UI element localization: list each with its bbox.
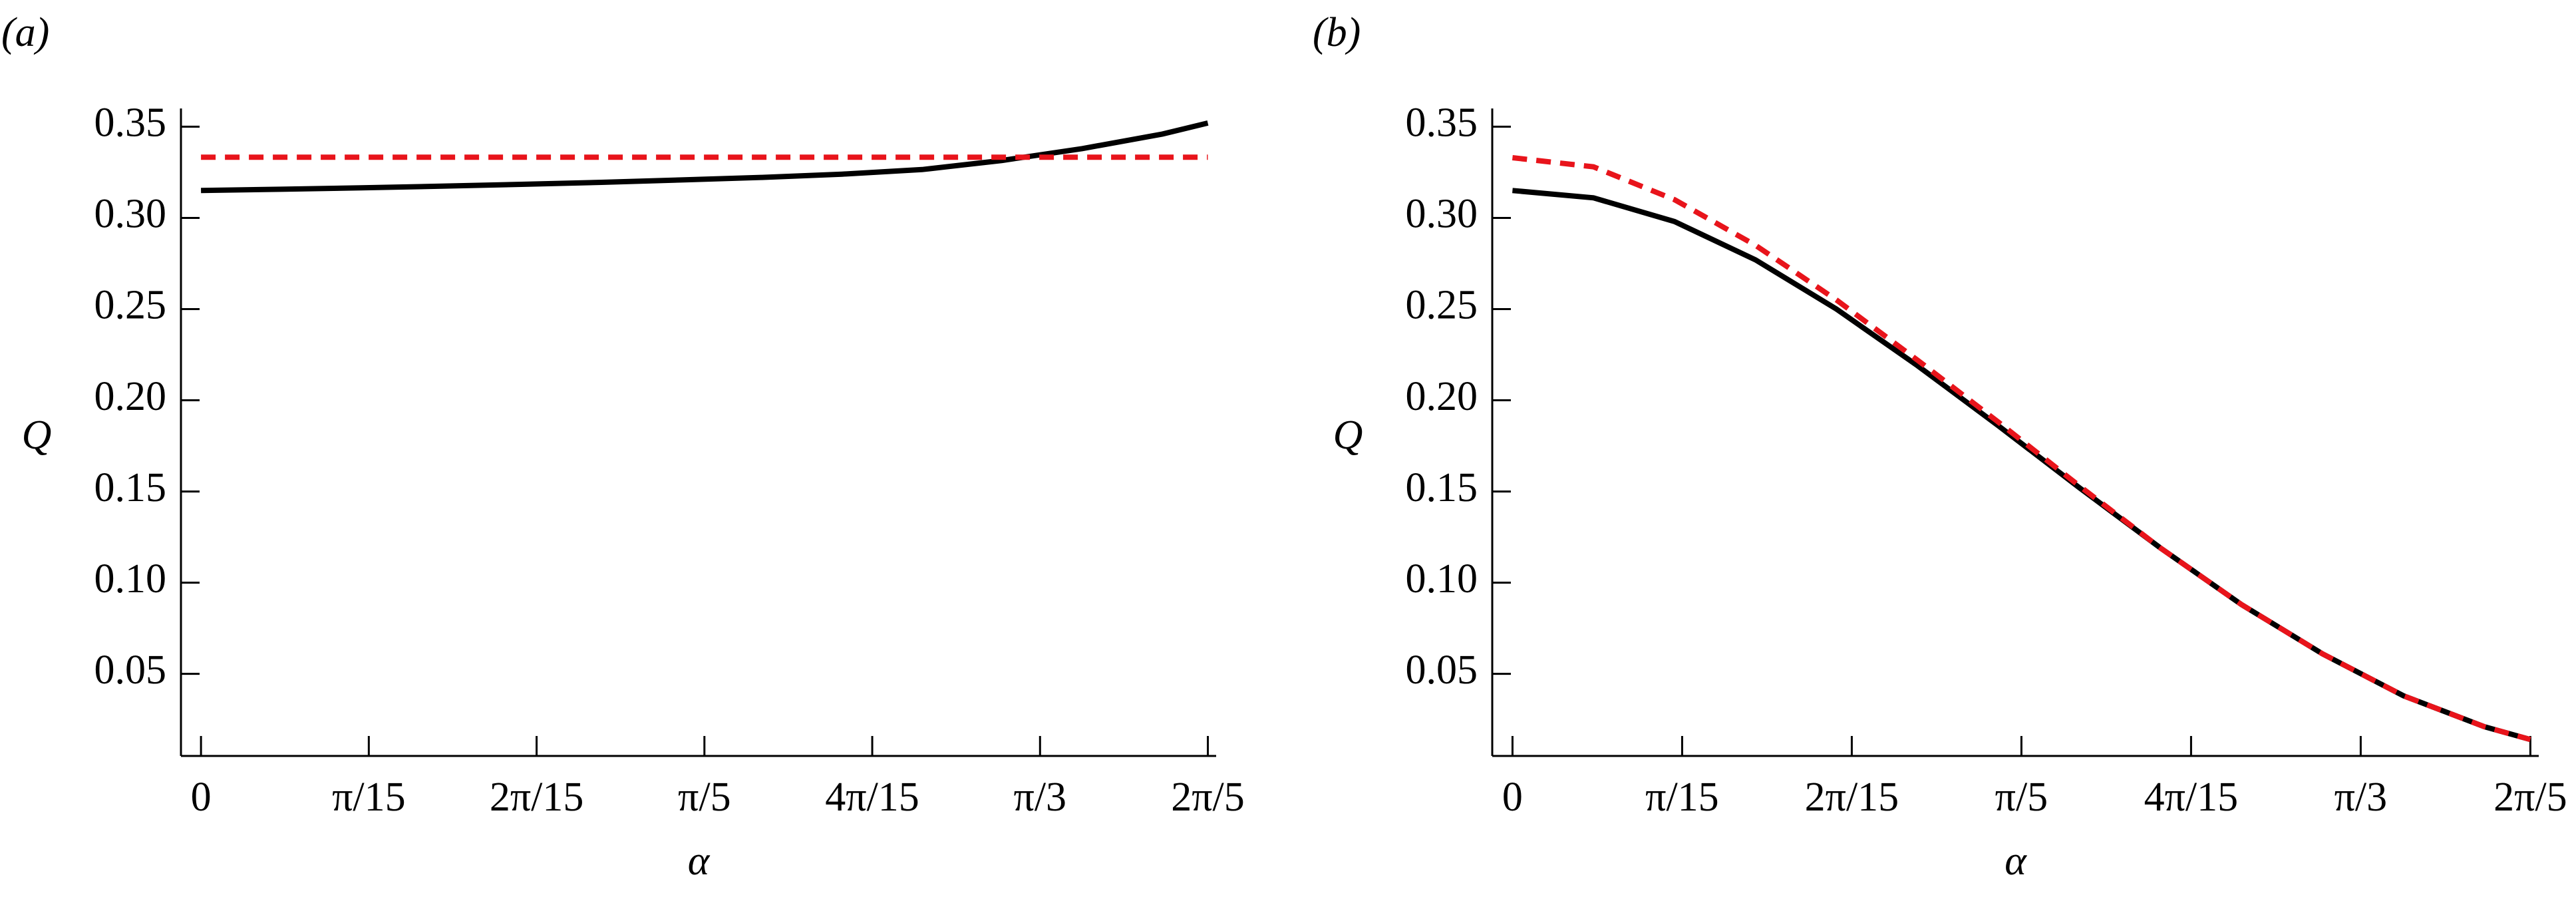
y-tick-label: 0.05	[94, 647, 167, 693]
y-tick-label: 0.10	[94, 556, 167, 602]
x-axis-label: α	[2005, 838, 2027, 884]
y-tick-label: 0.05	[1406, 647, 1478, 693]
x-tick-label: 2π/5	[2494, 775, 2567, 820]
x-tick-label: π/15	[332, 775, 406, 820]
y-tick-label: 0.25	[1406, 283, 1478, 328]
x-tick-label: π/3	[1014, 775, 1067, 820]
x-tick-label: 2π/15	[1805, 775, 1899, 820]
y-tick-label: 0.35	[1406, 100, 1478, 146]
x-tick-label: 0	[191, 775, 212, 820]
x-tick-label: 4π/15	[2144, 775, 2239, 820]
series-line	[201, 120, 1209, 194]
y-axis-label: Q	[22, 413, 52, 458]
x-axis-label: α	[688, 838, 711, 884]
x-tick-label: 2π/15	[490, 775, 584, 820]
y-tick-label: 0.20	[1406, 374, 1478, 419]
y-tick-label: 0.15	[1406, 465, 1478, 510]
y-tick-label: 0.20	[94, 374, 167, 419]
x-tick-label: 2π/5	[1171, 775, 1245, 820]
x-tick-label: 0	[1502, 775, 1523, 820]
x-tick-label: π/5	[1995, 775, 2048, 820]
series-line	[1512, 155, 2531, 743]
x-tick-label: 4π/15	[825, 775, 919, 820]
panel-label: (b)	[1313, 10, 1361, 55]
x-tick-label: π/3	[2334, 775, 2388, 820]
y-tick-label: 0.30	[94, 192, 167, 237]
y-axis-label: Q	[1333, 413, 1363, 458]
panel-label: (a)	[1, 10, 49, 55]
y-tick-label: 0.35	[94, 100, 167, 146]
x-tick-label: π/5	[678, 775, 731, 820]
series-line	[1512, 188, 2531, 743]
x-tick-label: π/15	[1645, 775, 1719, 820]
y-tick-label: 0.30	[1406, 192, 1478, 237]
y-tick-label: 0.10	[1406, 556, 1478, 602]
y-tick-label: 0.15	[94, 465, 167, 510]
y-tick-label: 0.25	[94, 283, 167, 328]
